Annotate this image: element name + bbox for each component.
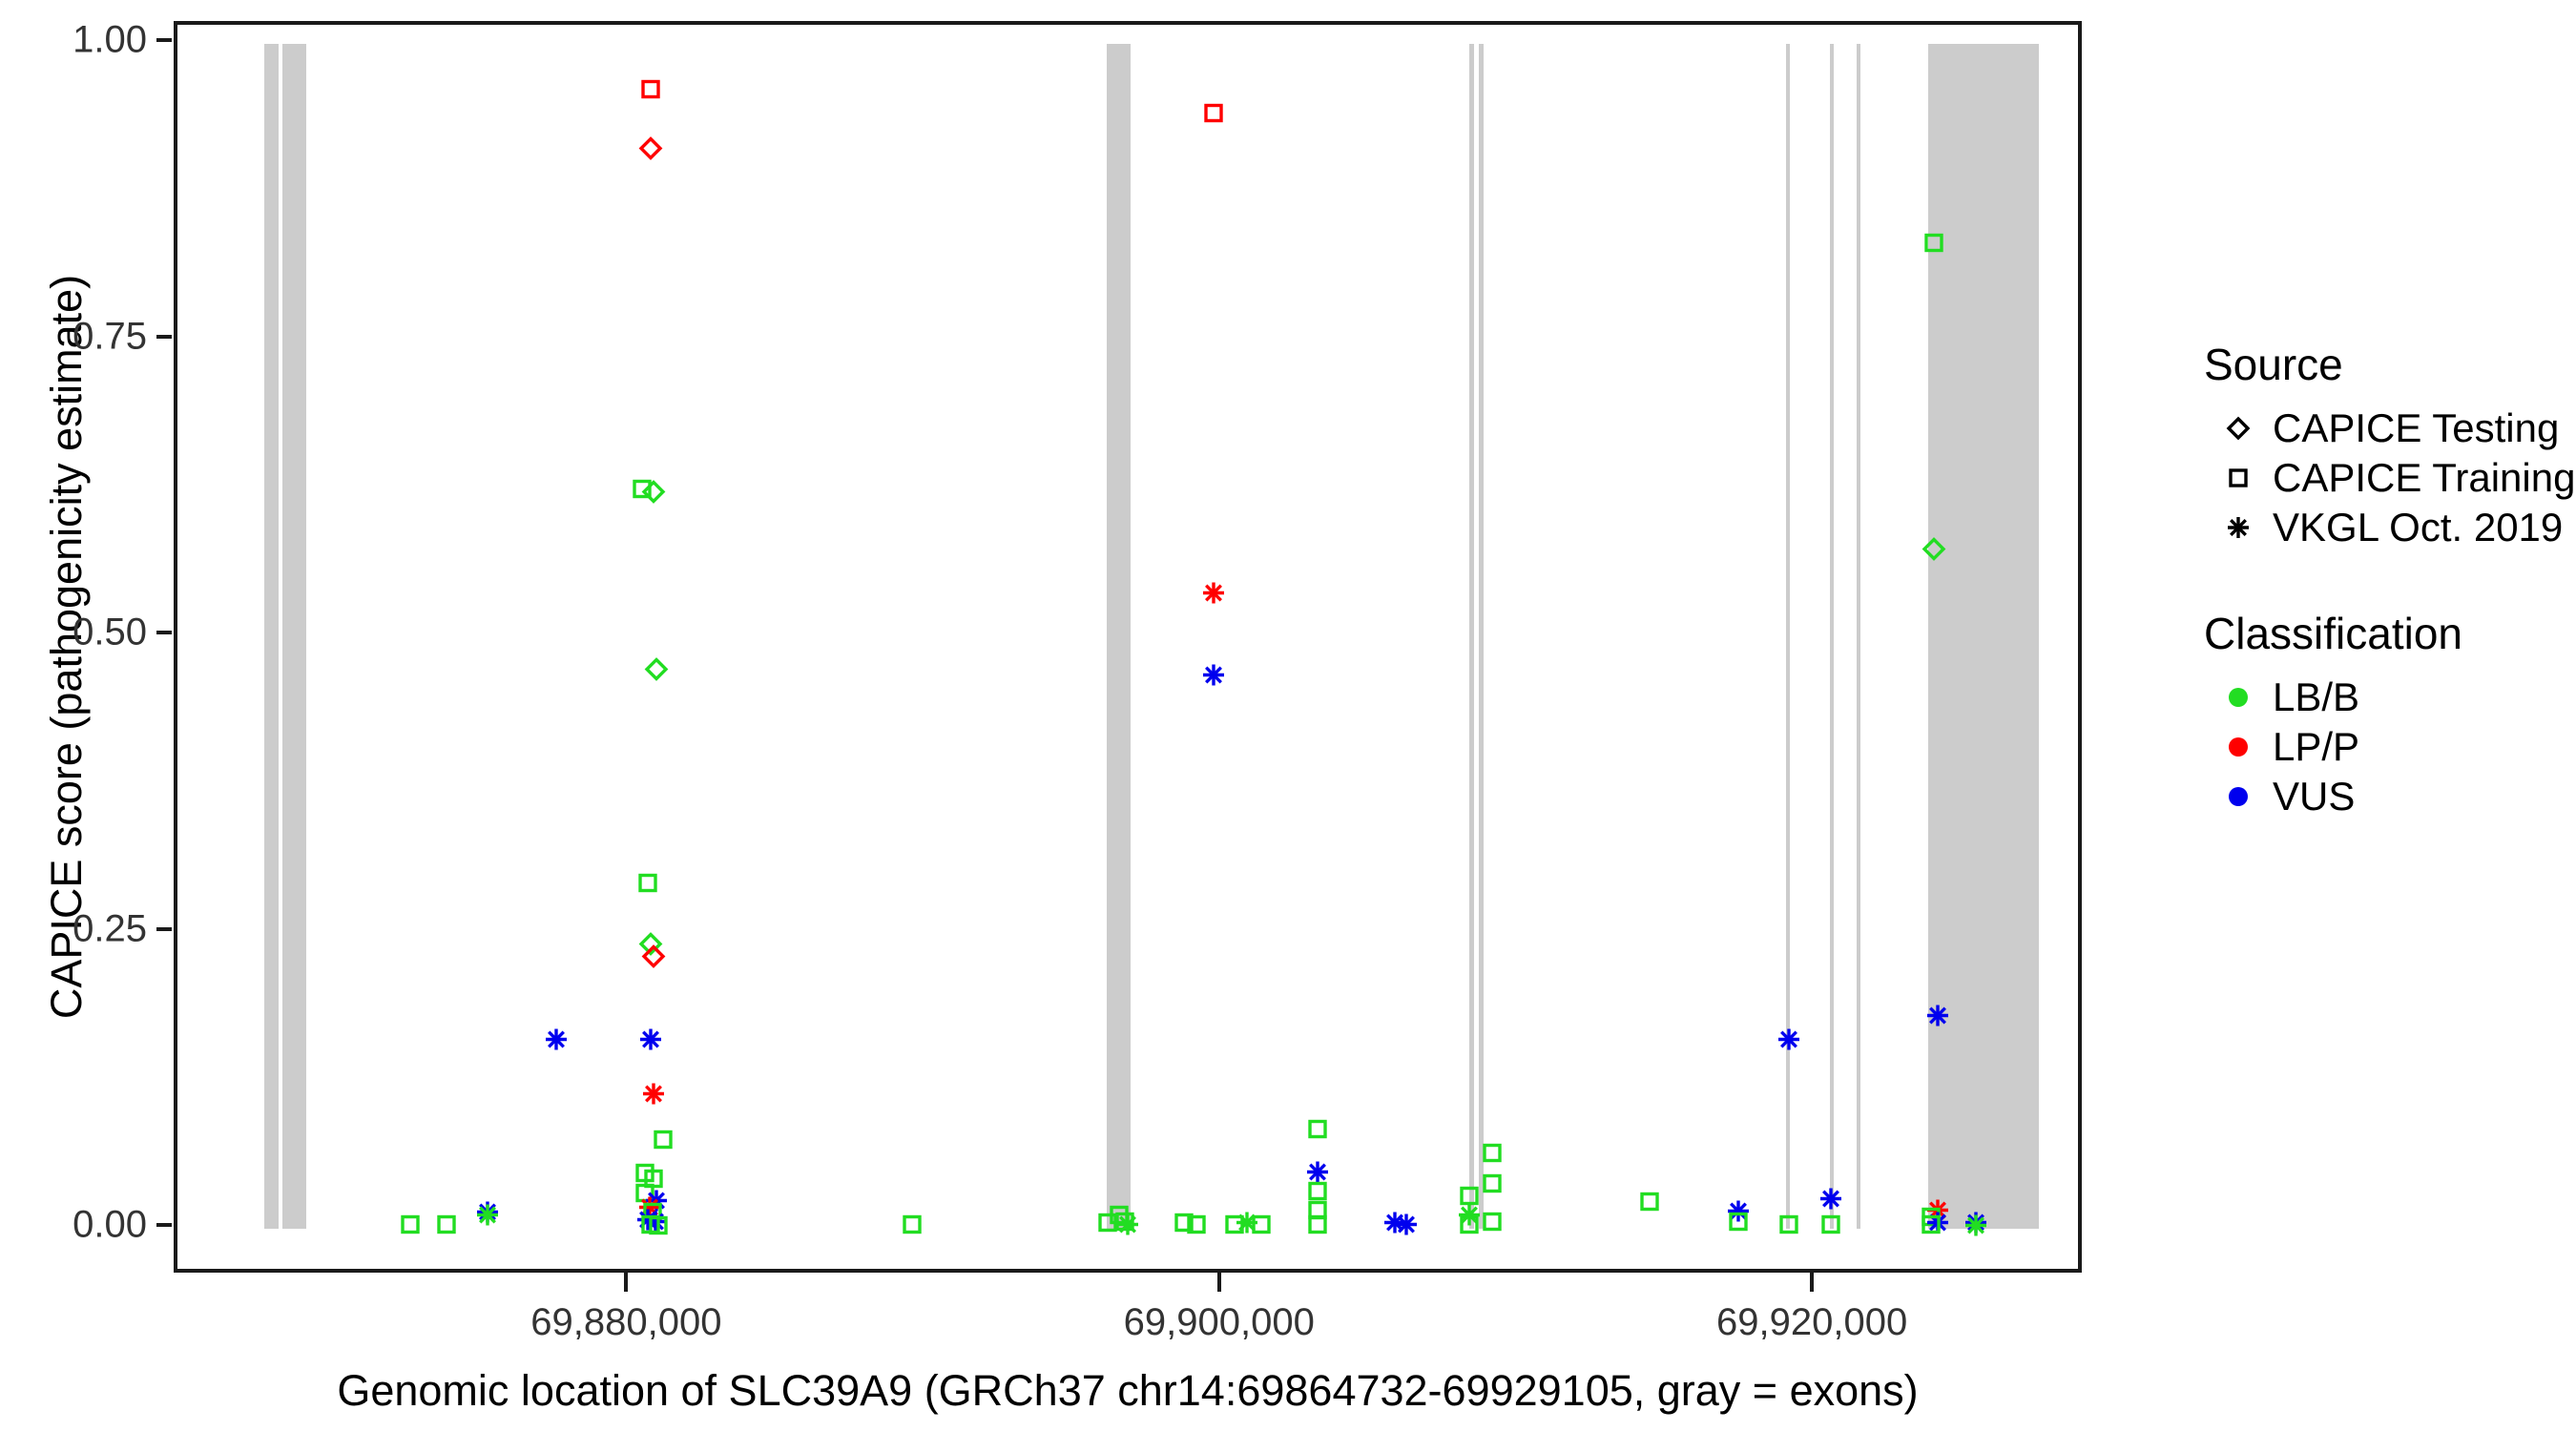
- data-point: [1381, 1209, 1409, 1242]
- data-point: [636, 134, 665, 167]
- plot-area: [177, 25, 2078, 1269]
- data-point: [473, 1200, 502, 1234]
- data-point: [1199, 661, 1228, 695]
- y-tick-mark: [156, 334, 172, 339]
- data-point: [631, 1179, 659, 1213]
- legend-item-label: LP/P: [2273, 724, 2360, 769]
- y-tick-mark: [156, 631, 172, 634]
- x-tick-mark: [1216, 1273, 1221, 1292]
- legend-source-title: Source: [2204, 340, 2343, 389]
- exon-band: [1786, 44, 1791, 1229]
- data-point: [1170, 1209, 1198, 1242]
- color-dot-icon: [2204, 782, 2273, 811]
- legend-item-label: CAPICE Testing: [2273, 405, 2560, 450]
- data-point: [1199, 578, 1228, 612]
- data-point: [636, 930, 665, 964]
- y-tick-mark: [156, 38, 172, 42]
- data-point: [642, 655, 671, 689]
- data-point: [396, 1210, 425, 1243]
- data-point: [631, 1159, 659, 1192]
- data-point: [1233, 1209, 1261, 1242]
- x-tick-label: 69,900,000: [1123, 1301, 1315, 1343]
- data-point: [898, 1210, 926, 1243]
- data-point: [473, 1198, 502, 1232]
- legend-classification-title: Classification: [2204, 609, 2462, 658]
- x-tick-label: 69,920,000: [1716, 1301, 1908, 1343]
- y-tick-label: 0.00: [73, 1203, 147, 1246]
- legend-item-classification[interactable]: VUS: [2204, 772, 2557, 821]
- asterisk-icon: [2204, 513, 2273, 542]
- legend-item-source[interactable]: CAPICE Testing: [2204, 404, 2560, 453]
- legend-spacer: [2204, 552, 2557, 608]
- data-point: [649, 1126, 677, 1159]
- color-dot-icon: [2204, 733, 2273, 761]
- data-point: [634, 868, 662, 902]
- data-point: [635, 1193, 664, 1227]
- y-tick-label: 1.00: [73, 18, 147, 61]
- data-point: [642, 1186, 671, 1219]
- y-tick-label: 0.50: [73, 611, 147, 653]
- legend-item-source[interactable]: CAPICE Training: [2204, 453, 2575, 503]
- legend-item-classification[interactable]: LP/P: [2204, 722, 2557, 772]
- data-point: [639, 477, 668, 510]
- exon-band: [1856, 44, 1861, 1229]
- data-point: [1199, 98, 1228, 132]
- legend-item-source[interactable]: VKGL Oct. 2019: [2204, 503, 2563, 552]
- data-point: [1303, 1176, 1332, 1210]
- plot-panel: [174, 21, 2082, 1273]
- legend-item-classification[interactable]: LB/B: [2204, 673, 2557, 722]
- y-tick-label: 0.75: [73, 315, 147, 357]
- y-tick-mark: [156, 926, 172, 931]
- data-point: [641, 1208, 670, 1241]
- exon-band: [1479, 44, 1484, 1229]
- data-point: [1220, 1210, 1249, 1243]
- x-tick-mark: [624, 1273, 629, 1292]
- data-point: [628, 475, 656, 508]
- diamond-icon: [2204, 414, 2273, 443]
- x-axis-title: Genomic location of SLC39A9 (GRCh37 chr1…: [337, 1366, 1919, 1415]
- square-icon: [2204, 464, 2273, 492]
- x-tick-label: 69,880,000: [530, 1301, 722, 1343]
- data-point: [542, 1025, 571, 1058]
- data-point: [639, 1079, 668, 1112]
- legend-item-label: CAPICE Training: [2273, 455, 2576, 500]
- data-point: [432, 1210, 461, 1243]
- data-point: [644, 1211, 673, 1244]
- x-tick-mark: [1810, 1273, 1815, 1292]
- data-point: [639, 942, 668, 975]
- data-point: [1303, 1210, 1332, 1243]
- exon-band: [263, 44, 279, 1229]
- chart-legend: Source CAPICE Testing CAPICE Training VKGL…: [2204, 339, 2575, 821]
- legend-item-label: VUS: [2273, 774, 2356, 819]
- legend-classification-items: LB/B LP/P VUS: [2204, 673, 2557, 821]
- data-point: [1724, 1208, 1753, 1241]
- legend-item-label: LB/B: [2273, 674, 2360, 719]
- color-dot-icon: [2204, 683, 2273, 712]
- data-point: [638, 1198, 667, 1232]
- data-point: [1303, 1115, 1332, 1149]
- data-point: [636, 74, 665, 108]
- data-point: [1635, 1187, 1664, 1220]
- exon-band: [1106, 44, 1132, 1229]
- legend-source-items: CAPICE Testing CAPICE Training VKGL Oct. 2…: [2204, 404, 2575, 552]
- data-point: [1392, 1210, 1421, 1243]
- data-point: [1303, 1195, 1332, 1229]
- exon-band: [281, 44, 307, 1229]
- legend-item-label: VKGL Oct. 2019: [2273, 505, 2564, 550]
- data-point: [636, 1025, 665, 1058]
- data-point: [634, 1205, 662, 1238]
- exon-band: [1928, 44, 2039, 1229]
- y-tick-label: 0.25: [73, 907, 147, 949]
- data-point: [639, 1165, 668, 1198]
- data-point: [636, 1210, 665, 1243]
- data-point: [1182, 1210, 1211, 1243]
- exon-band: [1829, 44, 1835, 1229]
- y-tick-mark: [156, 1223, 172, 1227]
- exon-band: [1468, 44, 1474, 1229]
- data-point: [1724, 1196, 1753, 1230]
- data-point: [1247, 1210, 1276, 1243]
- data-point: [1303, 1157, 1332, 1191]
